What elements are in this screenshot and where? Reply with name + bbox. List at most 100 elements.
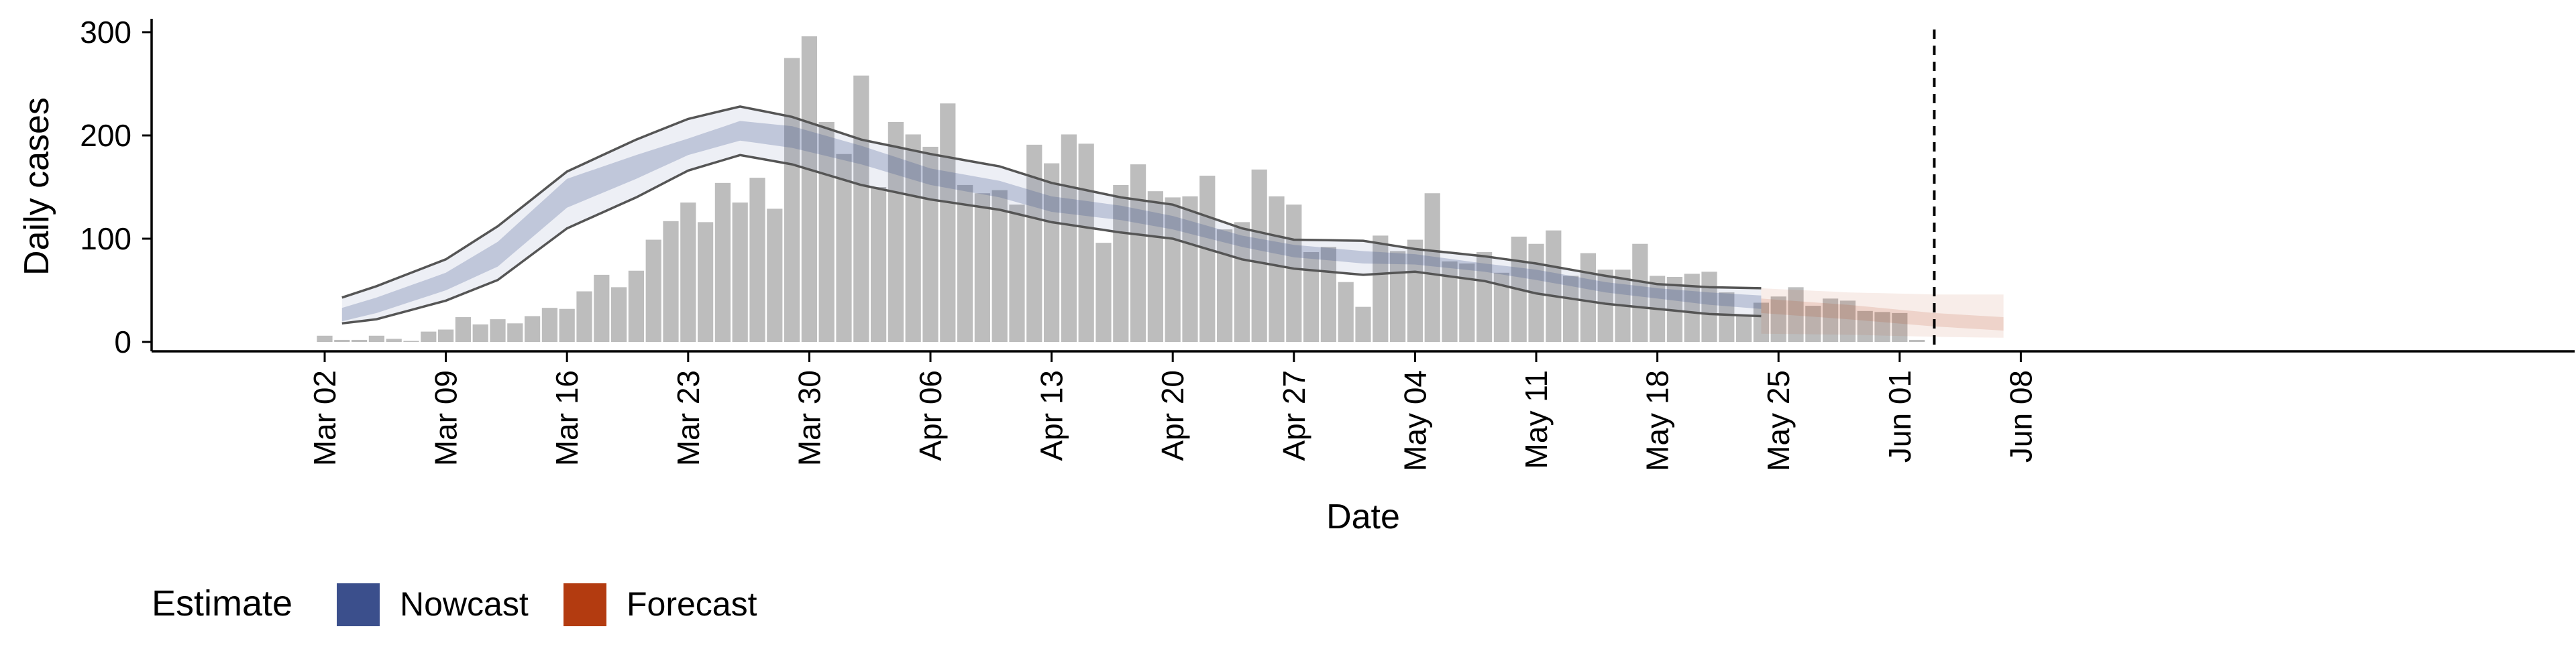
legend-swatch-forecast bbox=[564, 583, 606, 626]
bar bbox=[1234, 222, 1250, 342]
bar bbox=[1805, 306, 1821, 342]
bar bbox=[801, 36, 818, 342]
bar bbox=[1822, 298, 1839, 342]
bar bbox=[351, 339, 368, 342]
nowcast-ribbon-outer bbox=[341, 106, 1762, 324]
bar bbox=[1216, 229, 1233, 342]
bar bbox=[1286, 204, 1302, 342]
legend: Estimate Nowcast Forecast bbox=[152, 583, 757, 626]
bar bbox=[1684, 274, 1700, 342]
bar bbox=[317, 335, 333, 342]
bar bbox=[663, 221, 679, 342]
x-tick-label: Mar 16 bbox=[549, 370, 584, 466]
bar bbox=[1078, 143, 1094, 342]
bar bbox=[1719, 292, 1735, 342]
y-tick-label: 300 bbox=[80, 15, 131, 50]
legend-title: Estimate bbox=[152, 583, 292, 624]
bar bbox=[334, 339, 350, 342]
forecast-ribbon-outer bbox=[1761, 288, 2004, 338]
x-tick-label: Mar 09 bbox=[429, 370, 464, 466]
bar bbox=[732, 202, 748, 342]
bar bbox=[1632, 243, 1648, 342]
bar bbox=[905, 134, 921, 342]
x-tick-label: Mar 23 bbox=[671, 370, 706, 466]
bar bbox=[1113, 184, 1129, 342]
x-tick-label: May 18 bbox=[1640, 370, 1675, 471]
bar bbox=[1147, 191, 1164, 342]
x-tick-label: May 11 bbox=[1519, 370, 1554, 469]
bar bbox=[767, 209, 783, 342]
bar bbox=[1476, 252, 1493, 342]
bar bbox=[853, 75, 869, 343]
x-tick-label: Apr 20 bbox=[1155, 370, 1190, 461]
bar bbox=[749, 178, 765, 342]
bar bbox=[1061, 134, 1077, 342]
bar bbox=[1026, 144, 1042, 343]
x-axis-label: Date bbox=[1326, 497, 1400, 536]
x-tick-label: May 04 bbox=[1397, 370, 1432, 471]
bar bbox=[1199, 176, 1216, 342]
bar bbox=[1735, 316, 1752, 342]
bar bbox=[991, 190, 1008, 342]
legend-label-forecast: Forecast bbox=[627, 585, 757, 623]
axis-layer: 0 100 200 300 Mar 02 Mar 09 Mar 16 Mar 23 Mar 3… bbox=[17, 15, 2575, 536]
y-tick-label: 200 bbox=[80, 118, 131, 153]
bar bbox=[888, 121, 904, 343]
x-tick-label: Apr 13 bbox=[1034, 370, 1069, 461]
bar bbox=[714, 182, 731, 342]
bar bbox=[1909, 339, 1925, 342]
bar bbox=[594, 274, 610, 342]
bar bbox=[1269, 196, 1285, 342]
bar bbox=[1251, 169, 1267, 342]
x-tick-label: Jun 01 bbox=[1882, 370, 1917, 463]
x-tick-label: Jun 08 bbox=[2003, 370, 2038, 463]
bar bbox=[1857, 310, 1873, 342]
bar bbox=[1355, 306, 1371, 342]
bar bbox=[922, 146, 938, 342]
bar bbox=[645, 239, 661, 342]
bar bbox=[1597, 270, 1613, 342]
y-tick-label: 100 bbox=[80, 221, 131, 256]
bar bbox=[1303, 252, 1320, 342]
bar bbox=[1407, 239, 1424, 342]
bar bbox=[836, 154, 852, 342]
bar bbox=[697, 222, 714, 342]
bar bbox=[1580, 253, 1597, 342]
y-tick-layer: 0 100 200 300 bbox=[80, 15, 152, 359]
bar bbox=[455, 317, 472, 342]
bar bbox=[1546, 230, 1562, 342]
bar bbox=[368, 335, 385, 342]
bar bbox=[386, 339, 402, 342]
bar bbox=[559, 308, 575, 342]
legend-swatch-nowcast bbox=[337, 583, 380, 626]
bar bbox=[784, 58, 800, 342]
x-tick-label: Apr 27 bbox=[1277, 370, 1311, 461]
bar bbox=[576, 291, 592, 342]
bar bbox=[957, 184, 973, 342]
x-tick-label: Mar 30 bbox=[792, 370, 826, 466]
bar bbox=[1788, 287, 1804, 342]
x-tick-label: May 25 bbox=[1761, 370, 1796, 471]
bar bbox=[1043, 163, 1060, 342]
bar bbox=[1753, 302, 1770, 342]
bar bbox=[1459, 263, 1475, 342]
x-tick-label: Mar 02 bbox=[307, 370, 342, 466]
bar bbox=[1892, 312, 1908, 342]
bar bbox=[1130, 164, 1146, 342]
bar bbox=[472, 324, 488, 342]
bar bbox=[1666, 276, 1683, 342]
bar bbox=[1165, 197, 1181, 342]
bar bbox=[1562, 276, 1579, 342]
bar bbox=[1493, 272, 1510, 342]
bar bbox=[1182, 196, 1198, 342]
bar bbox=[437, 329, 454, 342]
bar bbox=[421, 331, 437, 342]
bar bbox=[610, 287, 627, 342]
bar bbox=[1373, 235, 1389, 342]
bar bbox=[1701, 272, 1717, 342]
ribbon-layer bbox=[341, 30, 2004, 350]
bar bbox=[1095, 243, 1112, 342]
bar bbox=[524, 316, 541, 342]
x-tick-layer: Mar 02 Mar 09 Mar 16 Mar 23 Mar 30 Apr 06 Apr … bbox=[307, 351, 2038, 471]
x-tick-label: Apr 06 bbox=[913, 370, 948, 461]
